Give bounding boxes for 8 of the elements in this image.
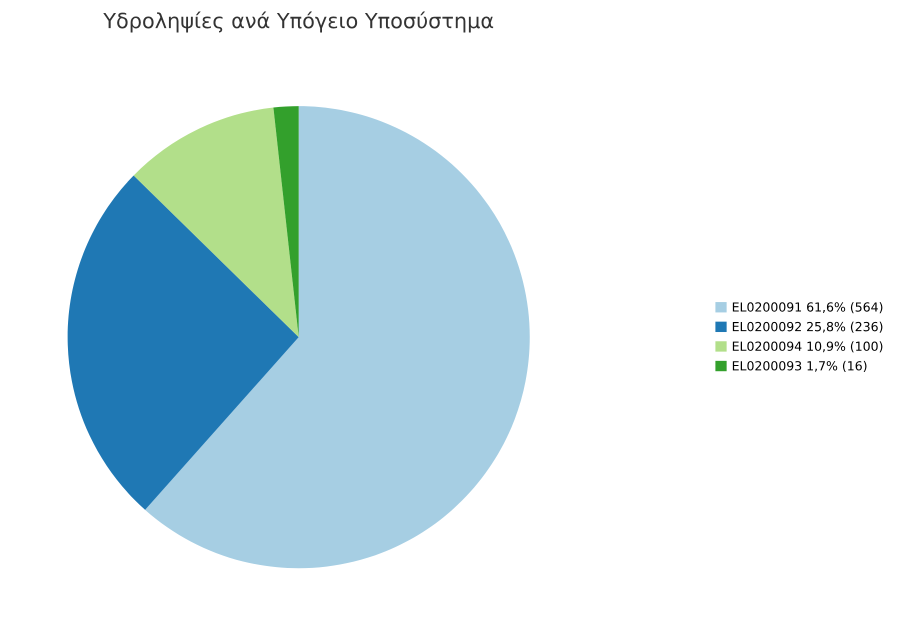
- legend-label: EL0200093 1,7% (16): [732, 360, 866, 372]
- chart-title: Υδροληψίες ανά Υπόγειο Υποσύστημα: [103, 11, 494, 33]
- pie-slice: [134, 108, 299, 338]
- legend-label: EL0200092 25,8% (236): [732, 322, 882, 333]
- legend-label: EL0200091 61,6% (564): [732, 302, 882, 314]
- pie-slice: [68, 175, 299, 510]
- legend-label: EL0200094 10,9% (100): [732, 341, 882, 352]
- pie-slice: [145, 106, 530, 568]
